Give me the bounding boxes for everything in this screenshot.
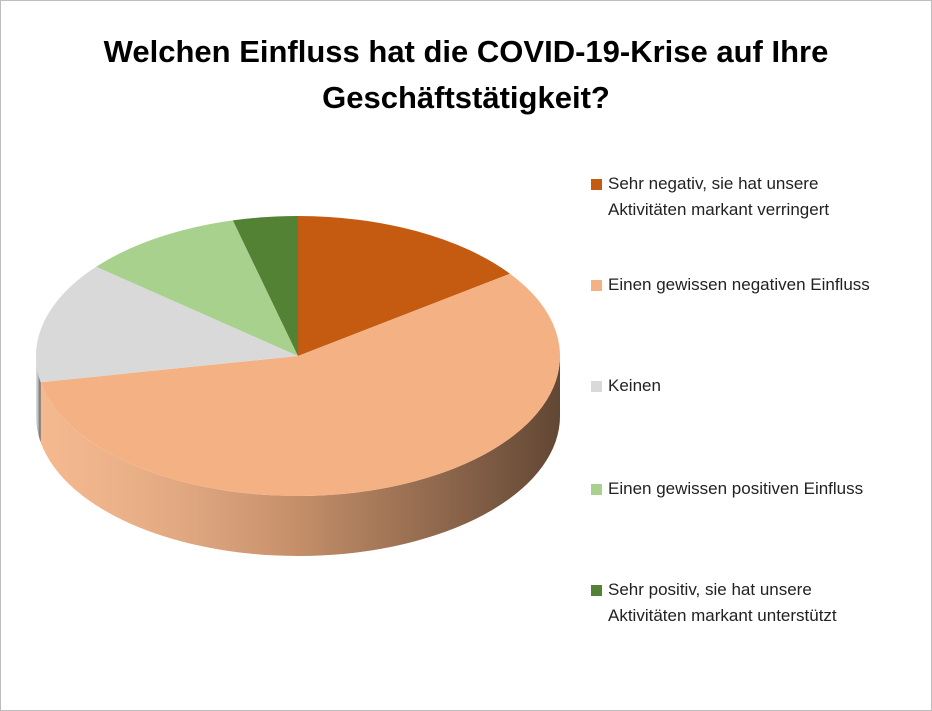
slice [40, 273, 560, 496]
legend-swatch [591, 381, 602, 392]
legend-swatch [591, 179, 602, 190]
slice [96, 220, 298, 356]
legend-label: Sehr negativ, sie hat unsere Aktivitäten… [608, 174, 830, 219]
legend-item: Einen gewissen negativen Einfluss [591, 272, 891, 298]
legend-label: Einen gewissen positiven Einfluss [608, 479, 864, 498]
legend-label: Sehr positiv, sie hat unsere Aktivitäten… [608, 580, 837, 625]
legend-swatch [591, 280, 602, 291]
slice [298, 216, 510, 356]
legend-item: Einen gewissen positiven Einfluss [591, 476, 891, 502]
legend-swatch [591, 484, 602, 495]
slice-side-shade [40, 356, 560, 556]
legend-label: Einen gewissen negativen Einfluss [608, 275, 870, 294]
legend-item: Keinen [591, 373, 891, 399]
legend-item: Sehr negativ, sie hat unsere Aktivitäten… [591, 171, 891, 223]
slice-side-shade [36, 356, 41, 443]
slice [36, 266, 299, 383]
legend-item: Sehr positiv, sie hat unsere Aktivitäten… [591, 577, 891, 629]
chart-title: Welchen Einfluss hat die COVID-19-Krise … [103, 34, 829, 115]
legend-label: Keinen [608, 376, 661, 395]
legend-swatch [591, 585, 602, 596]
slice [232, 216, 298, 356]
